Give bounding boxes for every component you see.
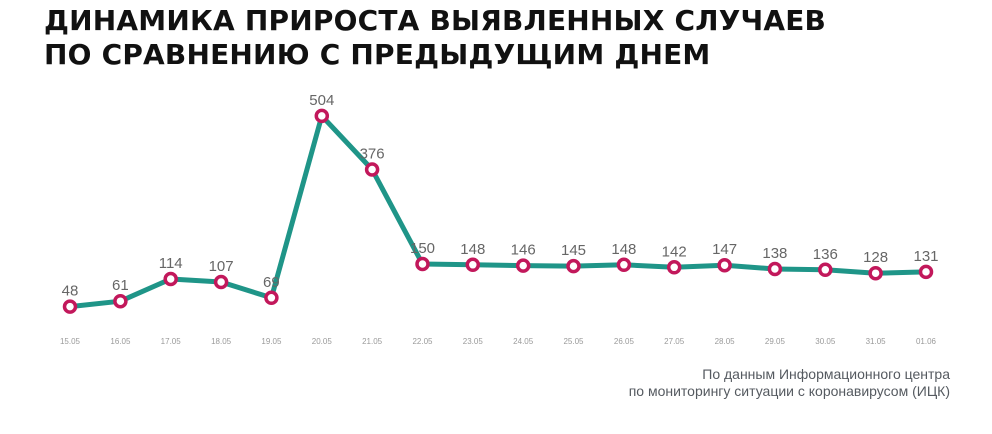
data-point-15.05 <box>62 299 78 314</box>
data-label-30.05: 136 <box>813 246 838 263</box>
data-label-29.05: 138 <box>762 245 787 262</box>
data-point-20.05 <box>314 108 330 124</box>
x-tick-label-21.05: 21.05 <box>362 337 383 346</box>
data-label-19.05: 69 <box>263 274 280 291</box>
data-label-28.05: 147 <box>712 241 737 258</box>
data-label-24.05: 146 <box>511 242 536 259</box>
data-label-18.05: 107 <box>209 258 234 275</box>
data-point-23.05 <box>465 257 481 273</box>
data-label-31.05: 128 <box>863 249 888 266</box>
x-tick-label-27.05: 27.05 <box>664 337 685 346</box>
source-note-line-2: по мониторингу ситуации с коронавирусом … <box>628 383 950 399</box>
x-tick-label-25.05: 25.05 <box>563 337 584 346</box>
data-label-21.05: 376 <box>360 146 385 163</box>
x-tick-label-31.05: 31.05 <box>866 337 887 346</box>
data-point-16.05 <box>113 293 128 309</box>
series-line <box>67 113 929 310</box>
data-label-25.05: 145 <box>561 242 586 259</box>
chart-title-line-2: ПО СРАВНЕНИЮ С ПРЕДЫДУЩИМ ДНЕМ <box>44 38 711 71</box>
data-point-26.05 <box>616 257 632 273</box>
x-tick-label-16.05: 16.05 <box>110 337 131 346</box>
chart-title-line-1: ДИНАМИКА ПРИРОСТА ВЫЯВЛЕННЫХ СЛУЧАЕВ <box>44 4 827 37</box>
source-note-line-1: По данным Информационного центра <box>702 366 950 382</box>
data-point-27.05 <box>666 260 682 275</box>
x-tick-label-26.05: 26.05 <box>614 337 635 346</box>
data-label-20.05: 504 <box>309 92 334 109</box>
data-point-22.05 <box>415 256 430 272</box>
data-point-31.05 <box>868 265 883 281</box>
x-tick-label-23.05: 23.05 <box>463 337 484 346</box>
data-label-01.06: 131 <box>913 248 938 265</box>
data-label-22.05: 150 <box>410 240 435 257</box>
x-tick-label-19.05: 19.05 <box>261 337 282 346</box>
data-point-19.05 <box>264 290 279 306</box>
data-point-24.05 <box>515 258 531 273</box>
data-point-01.06 <box>918 264 934 280</box>
x-tick-label-20.05: 20.05 <box>312 337 333 346</box>
data-point-25.05 <box>566 258 581 274</box>
data-point-30.05 <box>818 262 833 278</box>
data-label-26.05: 148 <box>611 241 636 258</box>
x-tick-label-30.05: 30.05 <box>815 337 836 346</box>
x-tick-label-22.05: 22.05 <box>412 337 433 346</box>
x-tick-label-18.05: 18.05 <box>211 337 232 346</box>
data-point-28.05 <box>717 257 732 273</box>
x-tick-label-28.05: 28.05 <box>715 337 736 346</box>
source-note: По данным Информационного центра по мони… <box>629 366 950 400</box>
data-point-29.05 <box>767 261 783 277</box>
x-tick-label-29.05: 29.05 <box>765 337 786 346</box>
data-point-17.05 <box>163 271 178 287</box>
data-label-15.05: 48 <box>62 283 79 300</box>
data-label-23.05: 148 <box>460 241 485 258</box>
x-tick-label-15.05: 15.05 <box>60 337 81 346</box>
x-tick-label-17.05: 17.05 <box>161 337 182 346</box>
x-tick-label-24.05: 24.05 <box>513 337 534 346</box>
data-point-21.05 <box>364 162 380 177</box>
data-point-18.05 <box>213 274 229 290</box>
data-label-16.05: 61 <box>112 277 129 294</box>
data-label-17.05: 114 <box>159 255 183 272</box>
x-tick-label-01.06: 01.06 <box>916 337 937 346</box>
chart-title: ДИНАМИКА ПРИРОСТА ВЫЯВЛЕННЫХ СЛУЧАЕВ ПО … <box>44 4 826 72</box>
data-label-27.05: 142 <box>662 243 687 260</box>
